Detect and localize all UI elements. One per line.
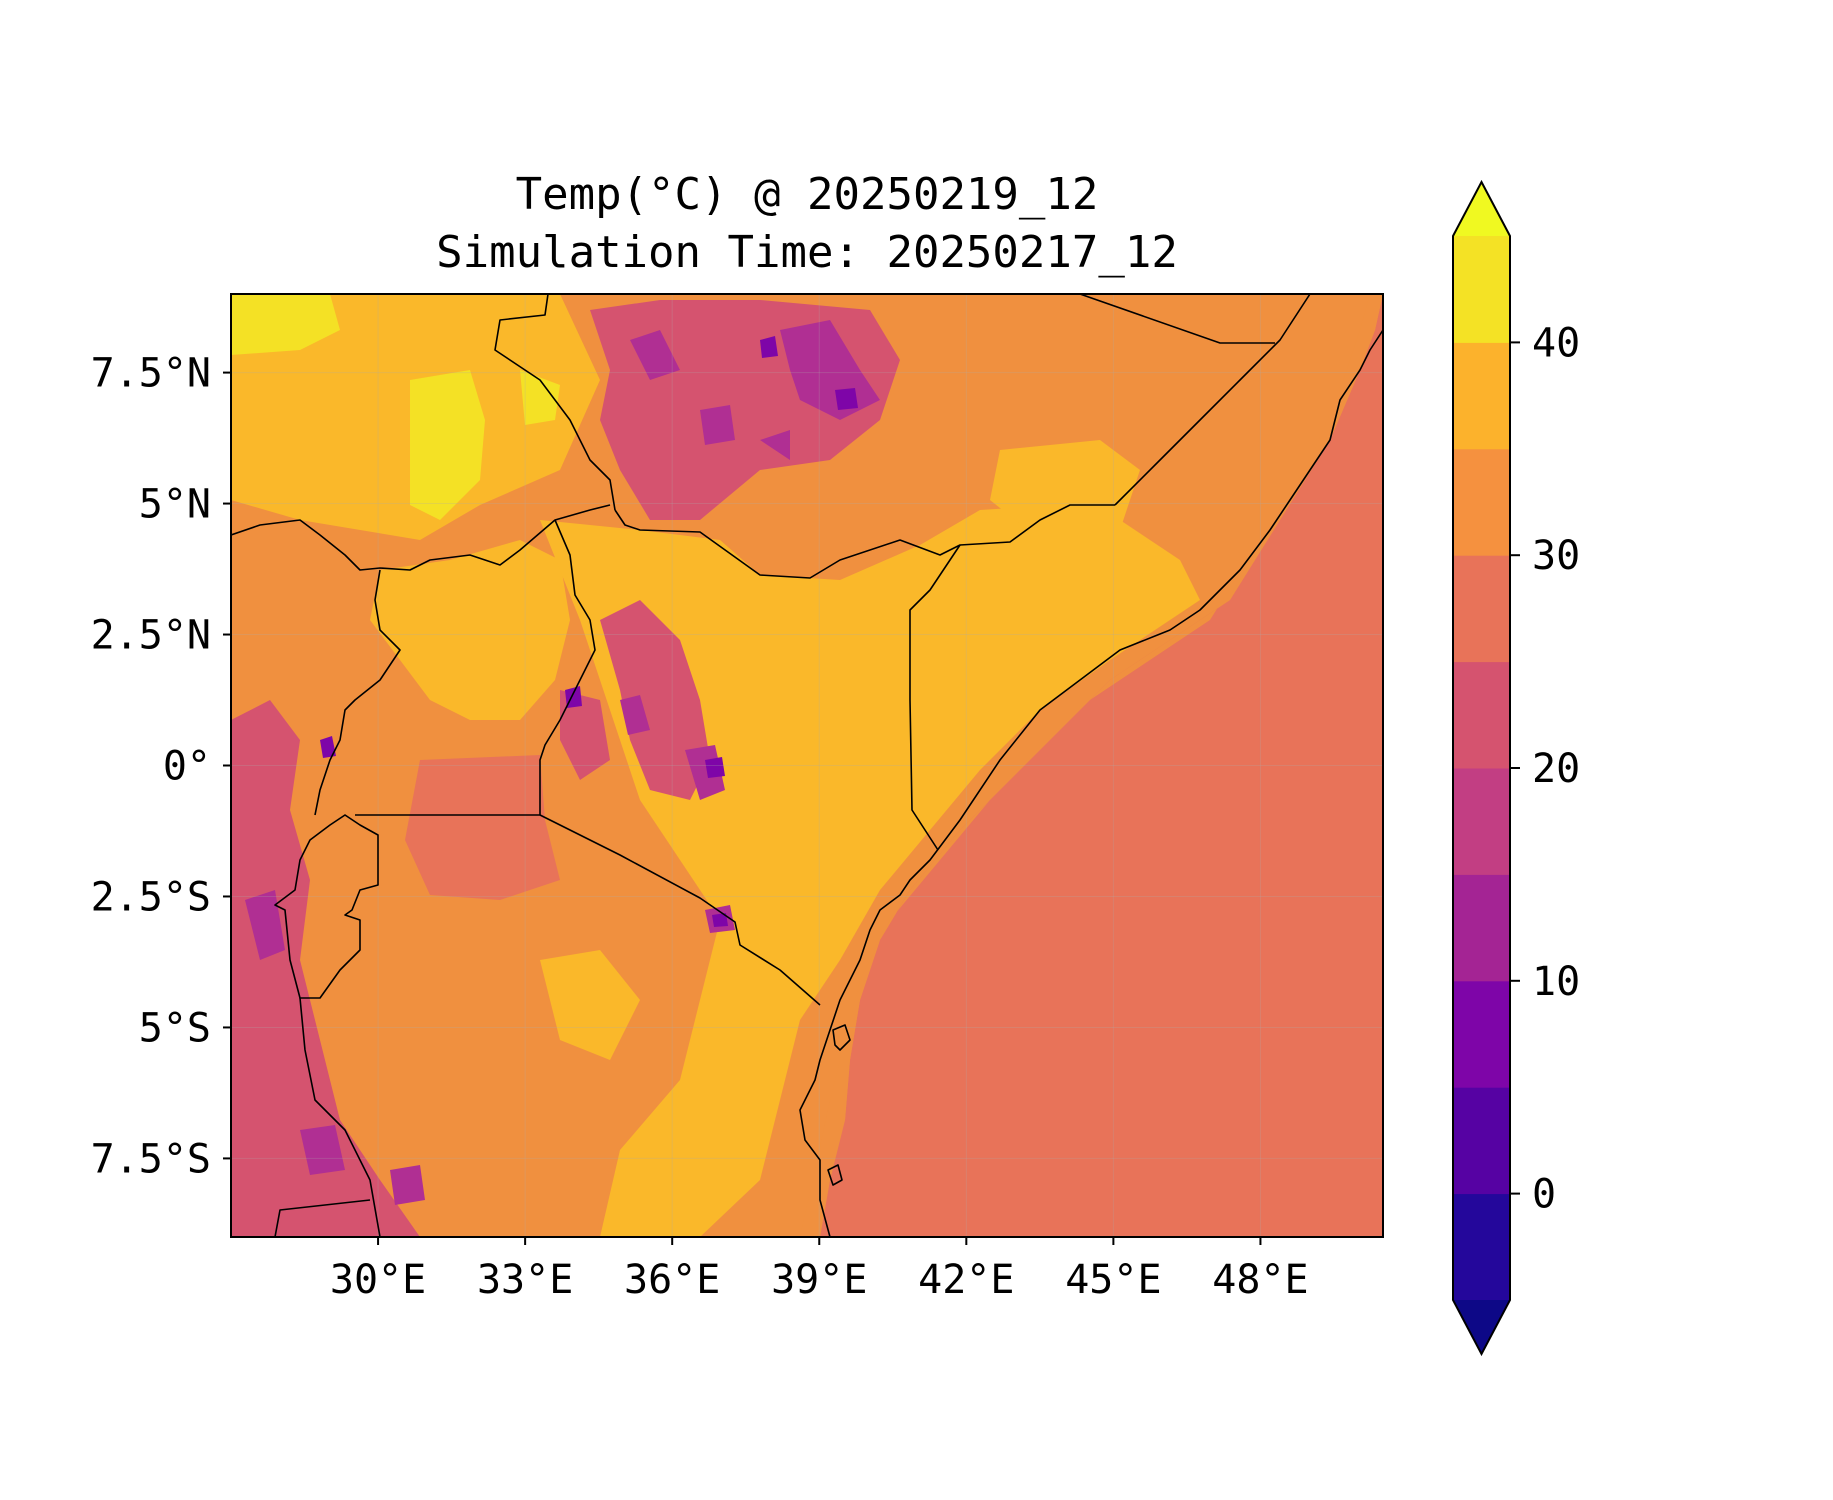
lon-tick-label: 42°E bbox=[918, 1257, 1014, 1303]
border-ethiopia-somalia bbox=[1114, 294, 1311, 506]
lon-tick-label: 36°E bbox=[624, 1257, 720, 1303]
border-rwanda-burundi bbox=[274, 814, 379, 999]
border-uganda-drc bbox=[314, 569, 401, 816]
country-borders bbox=[231, 294, 1383, 1237]
western-rift-cool bbox=[231, 700, 420, 1237]
longitude-axis: 30°E 33°E 36°E 39°E 42°E 45°E 48°E bbox=[330, 1237, 1309, 1303]
lake-victoria-region bbox=[405, 755, 560, 900]
east-warm-lowland bbox=[540, 505, 1200, 1237]
colorbar-segment bbox=[1453, 874, 1510, 982]
colorbar-under-arrow bbox=[1453, 1300, 1510, 1354]
colorbar-tick-label: 40 bbox=[1532, 320, 1580, 366]
colorbar-segment bbox=[1453, 236, 1510, 343]
border-tanzania-kenya bbox=[539, 814, 821, 1006]
colorbar-segment bbox=[1453, 448, 1510, 556]
ethiopia-highland-coldest bbox=[760, 336, 858, 410]
border-ethiopia-kenya bbox=[614, 504, 1115, 579]
uganda-warm-region bbox=[370, 540, 570, 720]
colorbar-segment bbox=[1453, 555, 1510, 663]
colorbar-tick-label: 10 bbox=[1532, 959, 1580, 1005]
colorbar-segment bbox=[1453, 768, 1510, 875]
ethiopia-highland-cold bbox=[630, 320, 880, 460]
lat-tick-label: 2.5°N bbox=[91, 613, 211, 659]
lon-tick-label: 45°E bbox=[1065, 1257, 1161, 1303]
lat-tick-label: 2.5°S bbox=[91, 874, 211, 920]
border-uganda-kenya bbox=[539, 519, 596, 815]
border-kenya-somalia bbox=[909, 544, 961, 851]
lon-tick-label: 48°E bbox=[1212, 1257, 1308, 1303]
kenya-rift-cold bbox=[620, 695, 725, 800]
colorbar-tick-label: 30 bbox=[1532, 533, 1580, 579]
border-tanzania-drc bbox=[299, 997, 381, 1237]
map-panel bbox=[231, 294, 1383, 1237]
colorbar-over-arrow bbox=[1453, 182, 1510, 236]
colorbar-segment bbox=[1453, 661, 1510, 769]
tanzania-warm-patch bbox=[540, 950, 640, 1060]
lat-tick-label: 0° bbox=[163, 744, 211, 790]
map-subtitle: Simulation Time: 20250217_12 bbox=[436, 227, 1178, 278]
latitude-axis: 7.5°N 5°N 2.5°N 0° 2.5°S 5°S 7.5°S bbox=[91, 351, 231, 1182]
indian-ocean bbox=[820, 294, 1383, 1237]
colorbar-tick-label: 20 bbox=[1532, 746, 1580, 792]
lat-tick-label: 5°N bbox=[139, 482, 211, 528]
pemba bbox=[827, 1164, 843, 1186]
lon-tick-label: 30°E bbox=[330, 1257, 426, 1303]
map-title: Temp(°C) @ 20250219_12 bbox=[515, 169, 1099, 220]
zanzibar bbox=[832, 1024, 851, 1051]
very-hot-land-region bbox=[231, 294, 560, 520]
lon-tick-label: 39°E bbox=[771, 1257, 867, 1303]
kilimanjaro-coldest bbox=[712, 913, 728, 927]
lat-tick-label: 7.5°S bbox=[91, 1136, 211, 1182]
lat-tick-label: 5°S bbox=[139, 1005, 211, 1051]
border-south-sudan-south bbox=[231, 504, 611, 571]
colorbar-tick-label: 0 bbox=[1532, 1172, 1556, 1218]
colorbar: 0 10 20 30 40 bbox=[1452, 179, 1580, 1357]
gridlines bbox=[231, 294, 1383, 1237]
coastline bbox=[799, 329, 1383, 1237]
lat-tick-label: 7.5°N bbox=[91, 351, 211, 397]
lon-tick-label: 33°E bbox=[477, 1257, 573, 1303]
colorbar-outline bbox=[1452, 179, 1511, 1357]
border-zambia bbox=[274, 1199, 371, 1237]
rwenzori-coldest bbox=[320, 736, 336, 758]
mount-kenya-coldest bbox=[705, 757, 725, 778]
western-rift-cold bbox=[245, 890, 425, 1205]
border-south-sudan-north bbox=[494, 294, 616, 511]
somalia-warm-interior bbox=[990, 440, 1140, 540]
colorbar-segment bbox=[1453, 1193, 1510, 1301]
colorbar-segment bbox=[1453, 342, 1510, 450]
colorbar-segment bbox=[1453, 980, 1510, 1088]
border-somaliland bbox=[1079, 294, 1275, 344]
colorbar-segment bbox=[1453, 1087, 1510, 1195]
